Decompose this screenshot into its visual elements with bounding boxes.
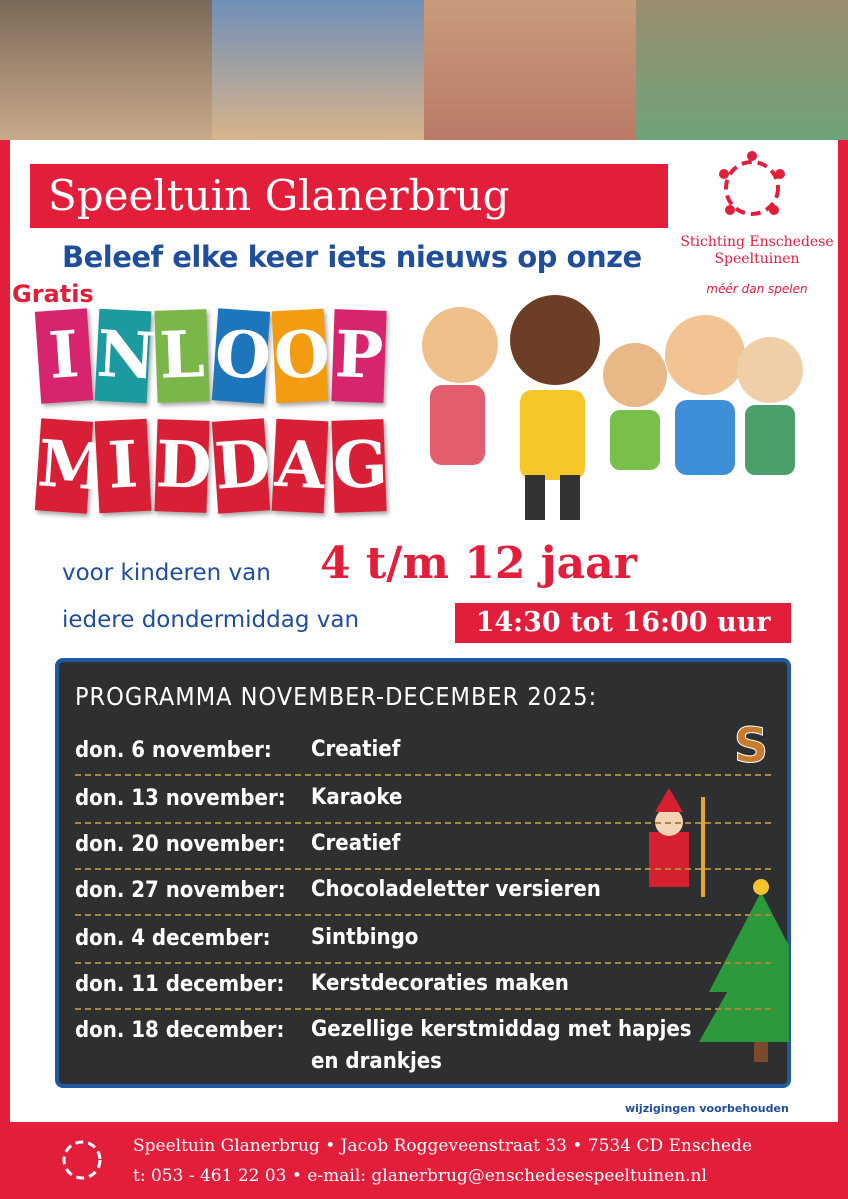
- letter-tile: M: [34, 418, 111, 514]
- frame-right: [838, 140, 848, 1130]
- program-date: don. 6 november:: [75, 738, 272, 763]
- day-prefix: iedere dondermiddag van: [62, 607, 360, 633]
- letter-tile: L: [154, 309, 210, 403]
- program-activity: Sintbingo: [311, 925, 419, 950]
- program-row: don. 13 november: Karaoke: [75, 782, 771, 824]
- program-row: don. 18 december: Gezellige kerstmiddag m…: [75, 1014, 771, 1080]
- program-row: don. 27 november: Chocoladeletter versier…: [75, 874, 771, 916]
- photo: [424, 0, 636, 140]
- photo: [0, 0, 212, 140]
- program-date: don. 11 december:: [75, 972, 285, 997]
- program-date: don. 18 december:: [75, 1018, 285, 1043]
- tagline: Beleef elke keer iets nieuws op onze: [62, 240, 642, 274]
- svg-text:S: S: [734, 722, 769, 774]
- slogan: méér dan spelen: [706, 282, 808, 296]
- time: 14:30 tot 16:00 uur: [455, 603, 791, 643]
- program-activity: Chocoladeletter versieren: [311, 877, 601, 902]
- program-row: don. 4 december: Sintbingo: [75, 922, 771, 964]
- program-title: PROGRAMMA NOVEMBER-DECEMBER 2025:: [75, 682, 598, 711]
- organisation: Stichting Enschedese Speeltuinen: [680, 234, 834, 267]
- footer-logo: [62, 1140, 102, 1180]
- letter-tile: N: [94, 308, 157, 404]
- age: 4 t/m 12 jaar: [320, 538, 637, 589]
- letter-tile: D: [154, 419, 213, 513]
- letter-tile: P: [331, 309, 387, 403]
- program-activity: Karaoke: [311, 785, 403, 810]
- photo: [636, 0, 848, 140]
- free-label: Gratis: [12, 280, 94, 308]
- program-date: don. 4 december:: [75, 926, 271, 951]
- program-activity: Creatief: [311, 831, 401, 856]
- age-prefix: voor kinderen van: [62, 560, 271, 586]
- program-row: don. 20 november: Creatief: [75, 828, 771, 870]
- program-date: don. 20 november:: [75, 832, 286, 857]
- letter-tile: O: [271, 308, 332, 404]
- letter-tile: I: [34, 308, 94, 404]
- title-banner: Speeltuin Glanerbrug: [30, 164, 668, 228]
- program-date: don. 27 november:: [75, 878, 286, 903]
- letter-tile: I: [94, 418, 152, 514]
- program-date: don. 13 november:: [75, 786, 286, 811]
- letter-tile: D: [211, 418, 273, 514]
- letter-tile: A: [271, 418, 329, 514]
- note: wijzigingen voorbehouden: [625, 1102, 789, 1115]
- program-row: don. 11 december: Kerstdecoraties maken: [75, 968, 771, 1010]
- frame-left: [0, 140, 10, 1130]
- footer: Speeltuin Glanerbrug • Jacob Roggeveenst…: [0, 1122, 848, 1199]
- logo: [719, 151, 785, 216]
- address: Speeltuin Glanerbrug • Jacob Roggeveenst…: [133, 1136, 753, 1156]
- letter-tile: G: [331, 419, 389, 513]
- contact: t: 053 - 461 22 03 • e-mail: glanerbrug@…: [133, 1166, 707, 1186]
- program-activity: Gezellige kerstmiddag met hapjes en dran…: [311, 1017, 692, 1074]
- program-row: don. 6 november: Creatief: [75, 734, 771, 776]
- chalkboard: PROGRAMMA NOVEMBER-DECEMBER 2025: S don.…: [55, 658, 791, 1088]
- kids-illustration: [422, 295, 803, 520]
- program-activity: Creatief: [311, 737, 401, 762]
- program-activity: Kerstdecoraties maken: [311, 971, 569, 996]
- letter-tile: O: [211, 308, 273, 404]
- photo: [212, 0, 424, 140]
